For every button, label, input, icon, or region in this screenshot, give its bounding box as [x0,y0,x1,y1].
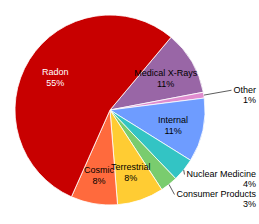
plot-area [15,15,205,205]
slice-value-label: 8% [124,173,137,183]
pie [15,15,205,205]
slice-label: Nuclear Medicine [186,169,256,179]
slice-label: Terrestrial [111,162,151,172]
pie-slice [110,110,162,205]
pie-slice [15,15,171,197]
slice-value-label: 11% [164,126,181,136]
leader-line [183,170,185,175]
slice-label: Medical X-Rays [134,68,198,78]
slice-value-label: 4% [243,179,256,189]
slice-label: Radon [42,67,69,77]
leader-line [169,184,174,194]
labels: Medical X-Rays11%Other1%Internal11%Nucle… [42,67,257,210]
leader-line [204,90,232,95]
slice-value-label: 55% [46,78,64,88]
slice-label: Cosmic [84,165,115,175]
chart: Medical X-Rays11%Other1%Internal11%Nucle… [0,0,259,224]
slice-label: Other [233,85,256,95]
slice-value-label: 11% [157,79,174,89]
slice-value-label: 3% [243,199,256,209]
slice-value-label: 1% [243,95,256,105]
slice-label: Consumer Products [176,189,256,199]
slice-label: Internal [158,115,188,125]
slice-value-label: 8% [93,176,106,186]
